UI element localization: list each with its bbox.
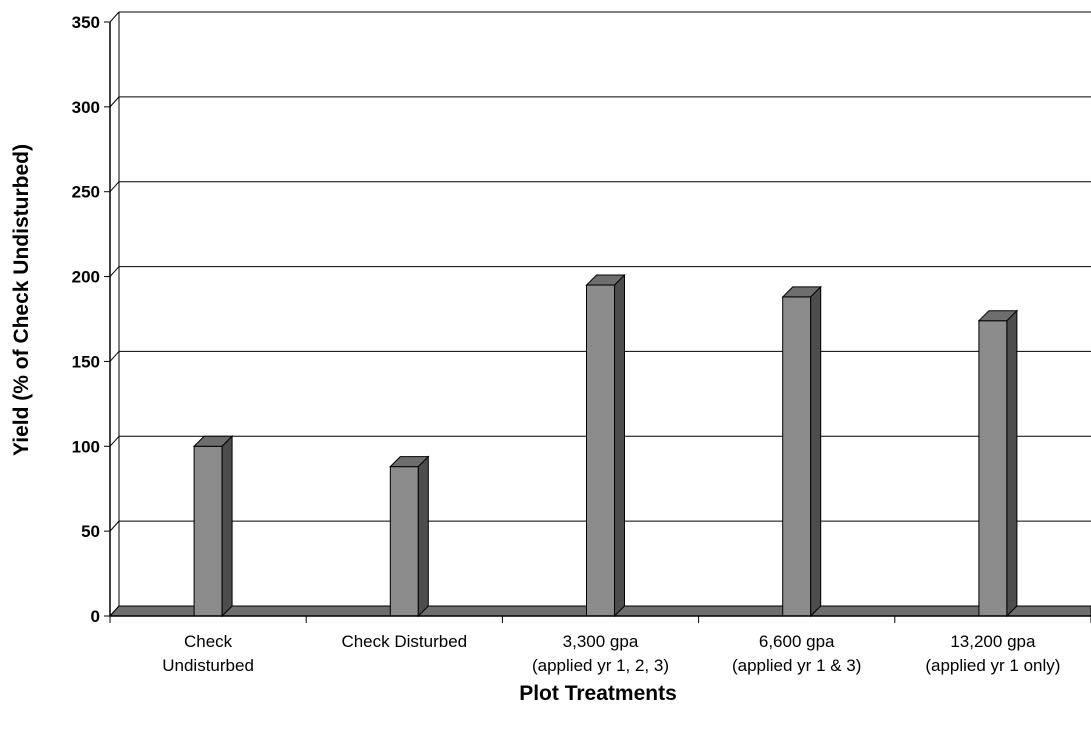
- y-tick-label: 200: [72, 268, 100, 287]
- gridline-side: [109, 96, 120, 108]
- gridline-side: [109, 520, 120, 532]
- bar-side: [1006, 309, 1018, 618]
- y-tick-label: 0: [91, 607, 100, 626]
- x-category-label-line: Undisturbed: [162, 656, 254, 675]
- gridline-side: [109, 351, 120, 362]
- y-tick-labels: 0 50 100 150 200 250 300 350: [72, 13, 100, 626]
- bar-front: [782, 296, 812, 617]
- bar-side: [614, 273, 625, 618]
- axes: [104, 21, 1091, 623]
- bar-front: [978, 320, 1008, 617]
- gridline-side: [109, 435, 120, 447]
- bar: [977, 309, 1019, 618]
- bar: [389, 455, 430, 618]
- y-tick-label: 300: [72, 98, 100, 117]
- x-category-label-line: 3,300 gpa: [563, 632, 639, 651]
- y-tick-label: 250: [72, 183, 100, 202]
- x-category-label-line: (applied yr 1 & 3): [732, 656, 861, 675]
- y-tick-label: 50: [81, 522, 100, 541]
- x-axis-title: Plot Treatments: [519, 682, 677, 705]
- x-category-label: 3,300 gpa (applied yr 1, 2, 3): [532, 632, 669, 675]
- y-tick-label: 100: [72, 437, 100, 456]
- x-category-label: Check Undisturbed: [162, 632, 254, 675]
- gridline-side: [109, 11, 120, 23]
- gridline-side: [109, 266, 120, 277]
- bars: [192, 273, 1019, 618]
- y-tick-label: 350: [72, 13, 100, 32]
- bar: [192, 435, 234, 618]
- bar-front: [586, 284, 615, 617]
- bar-side: [417, 455, 429, 618]
- bar: [585, 273, 626, 618]
- x-category-label: Check Disturbed: [341, 632, 467, 651]
- bar: [781, 285, 822, 618]
- x-category-label-line: Check: [184, 632, 233, 651]
- x-category-label-line: 6,600 gpa: [759, 632, 835, 651]
- y-axis-title: Yield (% of Check Undisturbed): [10, 144, 33, 456]
- x-category-label-line: 13,200 gpa: [950, 632, 1036, 651]
- x-category-label-line: Check Disturbed: [341, 632, 467, 651]
- bar-front: [389, 466, 419, 617]
- x-category-labels: Check Undisturbed Check Disturbed 3,300 gpa…: [162, 632, 1060, 675]
- bar-side: [810, 285, 822, 618]
- x-category-label-line: (applied yr 1, 2, 3): [532, 656, 669, 675]
- x-category-label: 13,200 gpa (applied yr 1 only): [925, 632, 1060, 675]
- x-category-label-line: (applied yr 1 only): [925, 656, 1060, 675]
- x-category-label: 6,600 gpa (applied yr 1 & 3): [732, 632, 861, 675]
- bar-front: [193, 445, 223, 617]
- bar-side: [221, 435, 233, 618]
- y-tick-label: 150: [72, 352, 100, 371]
- gridline-side: [109, 181, 120, 193]
